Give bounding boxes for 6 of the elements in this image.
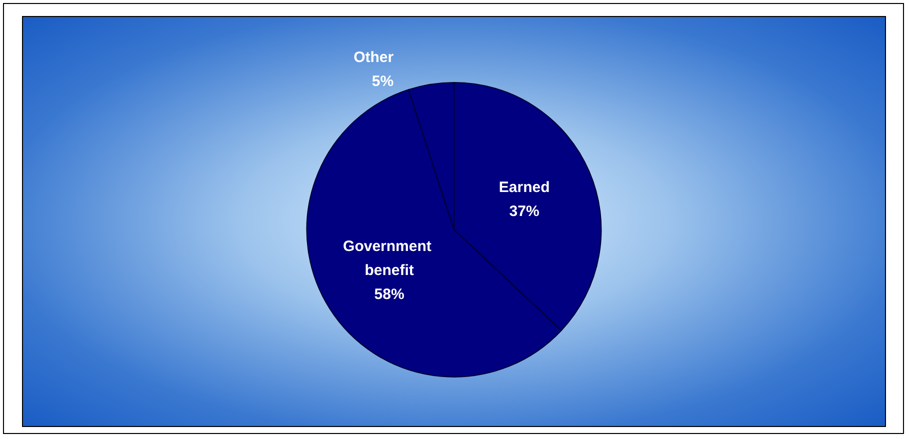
slice-label: Earned — [498, 178, 550, 196]
data-label: 58% — [374, 286, 404, 304]
data-label: 37% — [509, 202, 540, 220]
data-label: 5% — [372, 72, 394, 90]
slice-label: Government benefit — [343, 238, 436, 280]
slice-label: Other — [354, 48, 394, 66]
